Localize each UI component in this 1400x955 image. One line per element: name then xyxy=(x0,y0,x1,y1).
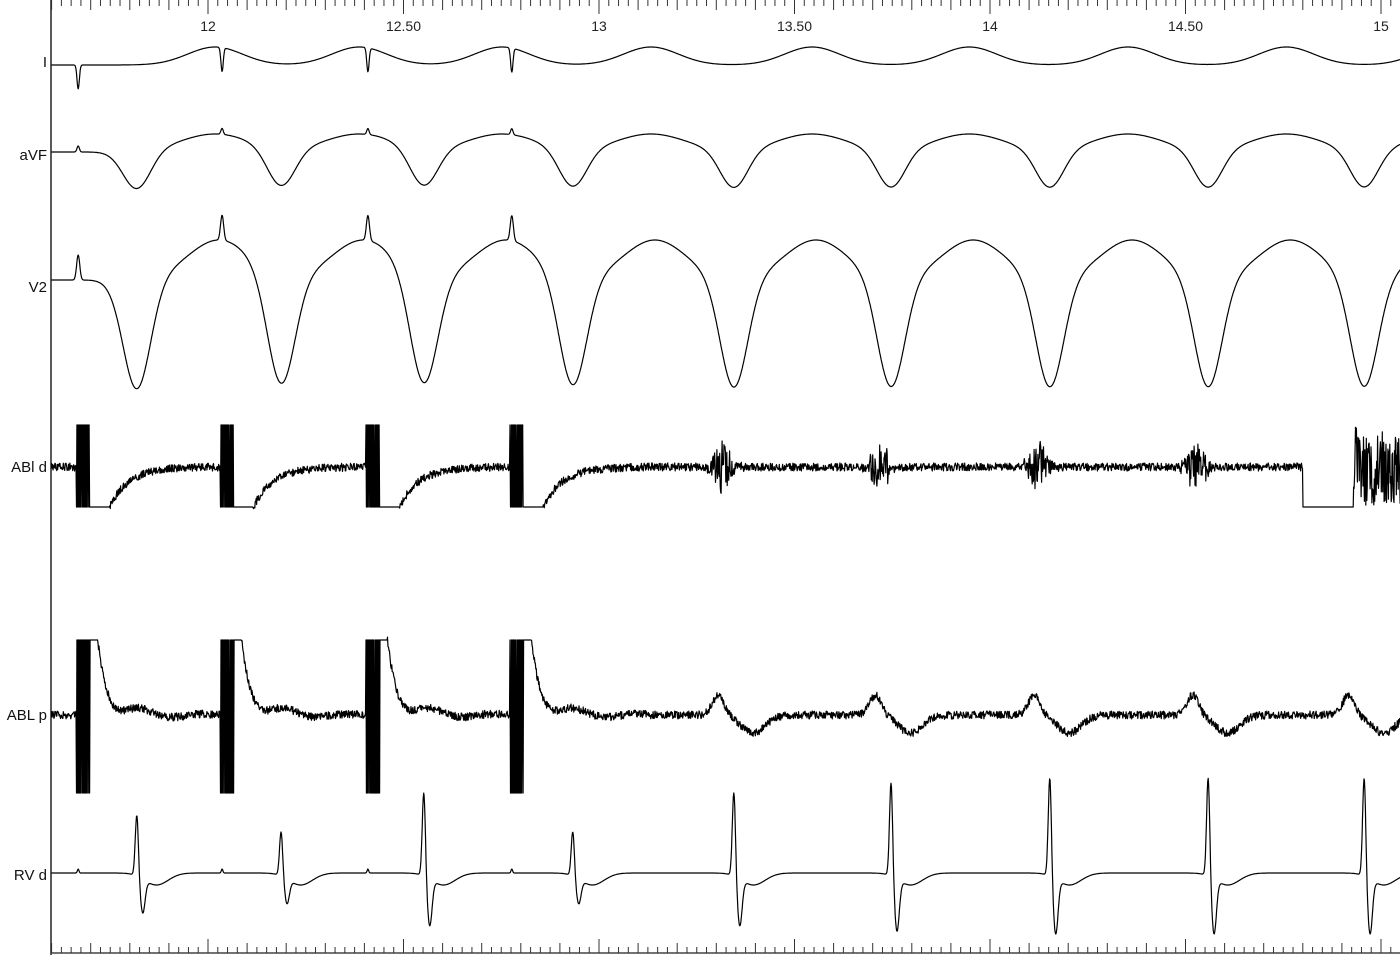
channel-label-v2: V2 xyxy=(29,279,47,296)
trace-abl-d xyxy=(51,424,1400,510)
channel-label-avf: aVF xyxy=(19,147,47,164)
trace-abl-p xyxy=(51,636,1400,794)
trace-avf xyxy=(51,127,1400,190)
tick-label: 12.50 xyxy=(386,18,421,34)
channel-label-abl-p: ABL p xyxy=(7,707,47,724)
trace-v2 xyxy=(51,214,1400,390)
tick-label: 14.50 xyxy=(1168,18,1203,34)
tick-label: 14 xyxy=(982,18,998,34)
channel-label-rv-d: RV d xyxy=(14,867,47,884)
tick-label: 13 xyxy=(591,18,607,34)
time-ticks xyxy=(51,0,1392,953)
time-tick-labels: 12 12.50 13 13.50 14 14.50 15 xyxy=(200,18,1389,34)
tick-label: 15 xyxy=(1373,18,1389,34)
channel-labels: I aVF V2 ABl d ABL p RV d xyxy=(7,54,47,884)
trace-rv-d xyxy=(51,777,1400,935)
traces xyxy=(51,46,1400,935)
tick-label: 13.50 xyxy=(777,18,812,34)
channel-label-abl-d: ABl d xyxy=(11,459,47,476)
channel-label-i: I xyxy=(43,54,47,71)
tick-label: 12 xyxy=(200,18,216,34)
trace-i xyxy=(51,46,1400,90)
